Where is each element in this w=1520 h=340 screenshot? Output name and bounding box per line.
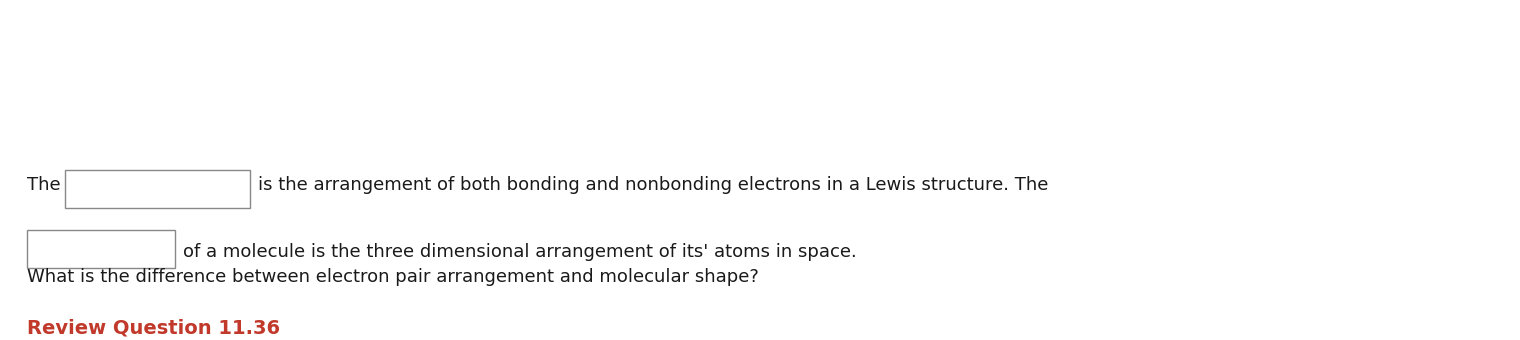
FancyBboxPatch shape <box>27 230 175 268</box>
Text: is the arrangement of both bonding and nonbonding electrons in a Lewis structure: is the arrangement of both bonding and n… <box>258 176 1049 194</box>
Text: of a molecule is the three dimensional arrangement of its' atoms in space.: of a molecule is the three dimensional a… <box>182 243 857 261</box>
Text: What is the difference between electron pair arrangement and molecular shape?: What is the difference between electron … <box>27 268 758 286</box>
Text: Review Question 11.36: Review Question 11.36 <box>27 318 280 337</box>
FancyBboxPatch shape <box>65 170 249 208</box>
Text: The: The <box>27 176 61 194</box>
